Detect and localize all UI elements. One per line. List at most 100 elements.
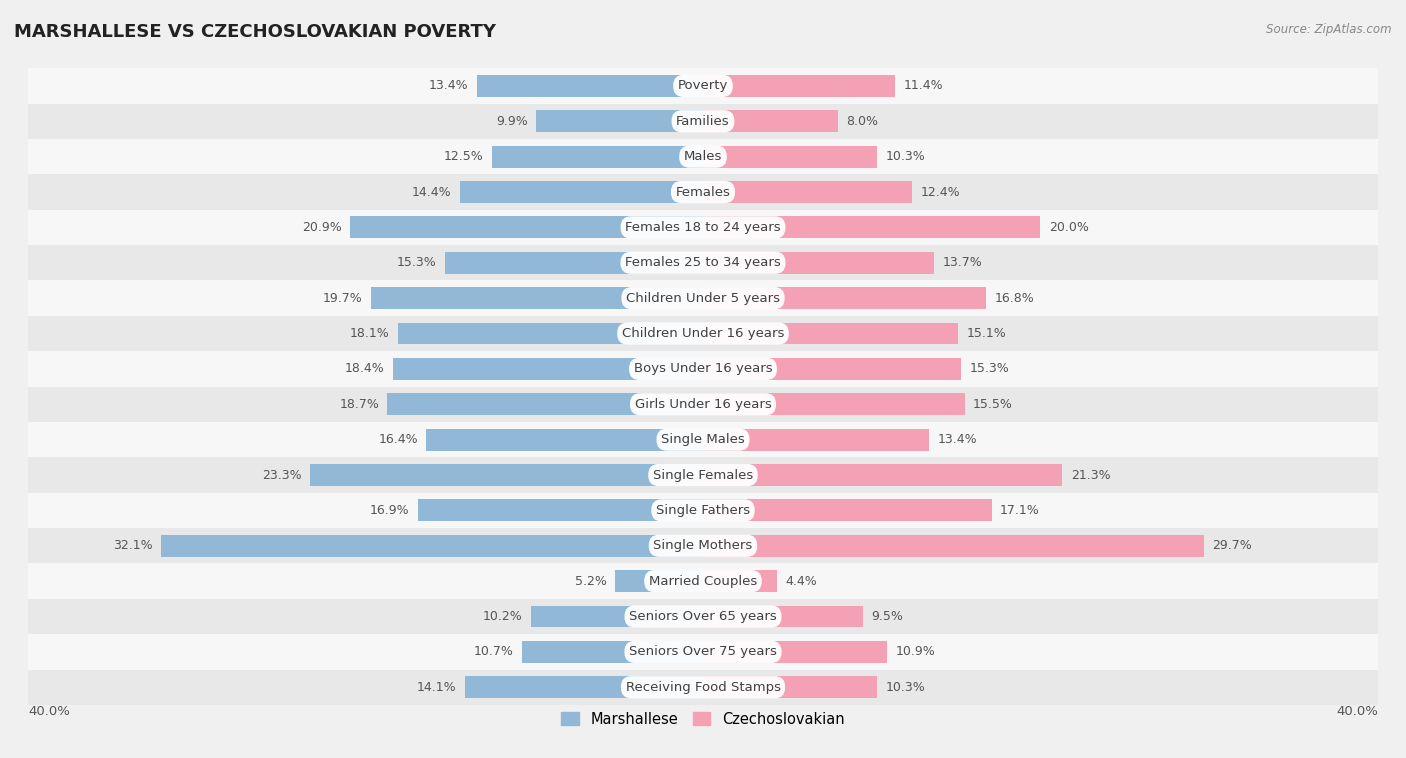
Bar bbox=[28, 210, 1378, 245]
Bar bbox=[703, 676, 877, 698]
Bar bbox=[28, 528, 1378, 563]
Text: Seniors Over 75 years: Seniors Over 75 years bbox=[628, 645, 778, 659]
Bar bbox=[28, 316, 1378, 351]
Bar bbox=[28, 493, 1378, 528]
Bar bbox=[703, 252, 934, 274]
Bar bbox=[426, 429, 703, 450]
Text: 4.4%: 4.4% bbox=[786, 575, 817, 587]
Bar bbox=[477, 75, 703, 97]
Text: Families: Families bbox=[676, 114, 730, 128]
Bar bbox=[28, 457, 1378, 493]
Bar bbox=[28, 174, 1378, 210]
Text: 12.4%: 12.4% bbox=[921, 186, 960, 199]
Bar bbox=[350, 217, 703, 238]
Text: Poverty: Poverty bbox=[678, 80, 728, 92]
Text: 8.0%: 8.0% bbox=[846, 114, 879, 128]
Text: 15.5%: 15.5% bbox=[973, 398, 1012, 411]
Text: Males: Males bbox=[683, 150, 723, 163]
Text: 13.4%: 13.4% bbox=[938, 433, 977, 446]
Bar bbox=[28, 422, 1378, 457]
Bar bbox=[162, 535, 703, 556]
Text: Single Females: Single Females bbox=[652, 468, 754, 481]
Bar bbox=[418, 500, 703, 522]
Bar bbox=[703, 429, 929, 450]
Bar bbox=[398, 323, 703, 344]
Text: 15.1%: 15.1% bbox=[966, 327, 1005, 340]
Text: Children Under 16 years: Children Under 16 years bbox=[621, 327, 785, 340]
Bar bbox=[703, 181, 912, 203]
Bar bbox=[703, 641, 887, 662]
Text: Seniors Over 65 years: Seniors Over 65 years bbox=[628, 610, 778, 623]
Text: 40.0%: 40.0% bbox=[1336, 705, 1378, 718]
Bar bbox=[703, 535, 1204, 556]
Bar bbox=[28, 563, 1378, 599]
Bar bbox=[28, 351, 1378, 387]
Text: Females 18 to 24 years: Females 18 to 24 years bbox=[626, 221, 780, 234]
Bar bbox=[28, 68, 1378, 104]
Text: 40.0%: 40.0% bbox=[28, 705, 70, 718]
Bar bbox=[531, 606, 703, 628]
Text: 20.9%: 20.9% bbox=[302, 221, 342, 234]
Bar bbox=[28, 387, 1378, 422]
Bar bbox=[616, 570, 703, 592]
Text: 32.1%: 32.1% bbox=[114, 539, 153, 553]
Text: 21.3%: 21.3% bbox=[1071, 468, 1111, 481]
Text: 29.7%: 29.7% bbox=[1212, 539, 1253, 553]
Bar bbox=[703, 111, 838, 132]
Text: 14.1%: 14.1% bbox=[418, 681, 457, 694]
Text: Females: Females bbox=[675, 186, 731, 199]
Text: Married Couples: Married Couples bbox=[650, 575, 756, 587]
Text: 9.9%: 9.9% bbox=[496, 114, 527, 128]
Text: 15.3%: 15.3% bbox=[396, 256, 436, 269]
Text: 19.7%: 19.7% bbox=[322, 292, 363, 305]
Text: 12.5%: 12.5% bbox=[444, 150, 484, 163]
Text: Boys Under 16 years: Boys Under 16 years bbox=[634, 362, 772, 375]
Bar bbox=[536, 111, 703, 132]
Text: 16.4%: 16.4% bbox=[378, 433, 418, 446]
Text: 16.8%: 16.8% bbox=[995, 292, 1035, 305]
Bar bbox=[465, 676, 703, 698]
Text: 13.7%: 13.7% bbox=[942, 256, 983, 269]
Text: 17.1%: 17.1% bbox=[1000, 504, 1039, 517]
Text: 23.3%: 23.3% bbox=[262, 468, 301, 481]
Bar bbox=[703, 323, 957, 344]
Text: 10.2%: 10.2% bbox=[482, 610, 523, 623]
Bar bbox=[28, 634, 1378, 669]
Bar bbox=[703, 217, 1040, 238]
Text: 16.9%: 16.9% bbox=[370, 504, 409, 517]
Text: 18.4%: 18.4% bbox=[344, 362, 384, 375]
Bar bbox=[703, 606, 863, 628]
Text: 15.3%: 15.3% bbox=[970, 362, 1010, 375]
Bar bbox=[460, 181, 703, 203]
Text: Source: ZipAtlas.com: Source: ZipAtlas.com bbox=[1267, 23, 1392, 36]
Text: Females 25 to 34 years: Females 25 to 34 years bbox=[626, 256, 780, 269]
Text: Single Males: Single Males bbox=[661, 433, 745, 446]
Bar bbox=[28, 599, 1378, 634]
Bar bbox=[492, 146, 703, 168]
Bar bbox=[703, 570, 778, 592]
Text: 5.2%: 5.2% bbox=[575, 575, 607, 587]
Text: 11.4%: 11.4% bbox=[904, 80, 943, 92]
Text: Girls Under 16 years: Girls Under 16 years bbox=[634, 398, 772, 411]
Text: 14.4%: 14.4% bbox=[412, 186, 451, 199]
Bar bbox=[703, 75, 896, 97]
Bar bbox=[309, 464, 703, 486]
Text: MARSHALLESE VS CZECHOSLOVAKIAN POVERTY: MARSHALLESE VS CZECHOSLOVAKIAN POVERTY bbox=[14, 23, 496, 41]
Bar bbox=[388, 393, 703, 415]
Text: 9.5%: 9.5% bbox=[872, 610, 904, 623]
Text: 20.0%: 20.0% bbox=[1049, 221, 1088, 234]
Legend: Marshallese, Czechoslovakian: Marshallese, Czechoslovakian bbox=[555, 706, 851, 733]
Bar bbox=[444, 252, 703, 274]
Text: 10.3%: 10.3% bbox=[886, 150, 925, 163]
Bar bbox=[392, 358, 703, 380]
Bar bbox=[703, 393, 965, 415]
Bar bbox=[28, 669, 1378, 705]
Text: 10.7%: 10.7% bbox=[474, 645, 515, 659]
Bar bbox=[703, 464, 1063, 486]
Bar bbox=[703, 358, 962, 380]
Text: 13.4%: 13.4% bbox=[429, 80, 468, 92]
Bar bbox=[28, 104, 1378, 139]
Bar bbox=[28, 280, 1378, 316]
Bar bbox=[703, 146, 877, 168]
Bar bbox=[28, 245, 1378, 280]
